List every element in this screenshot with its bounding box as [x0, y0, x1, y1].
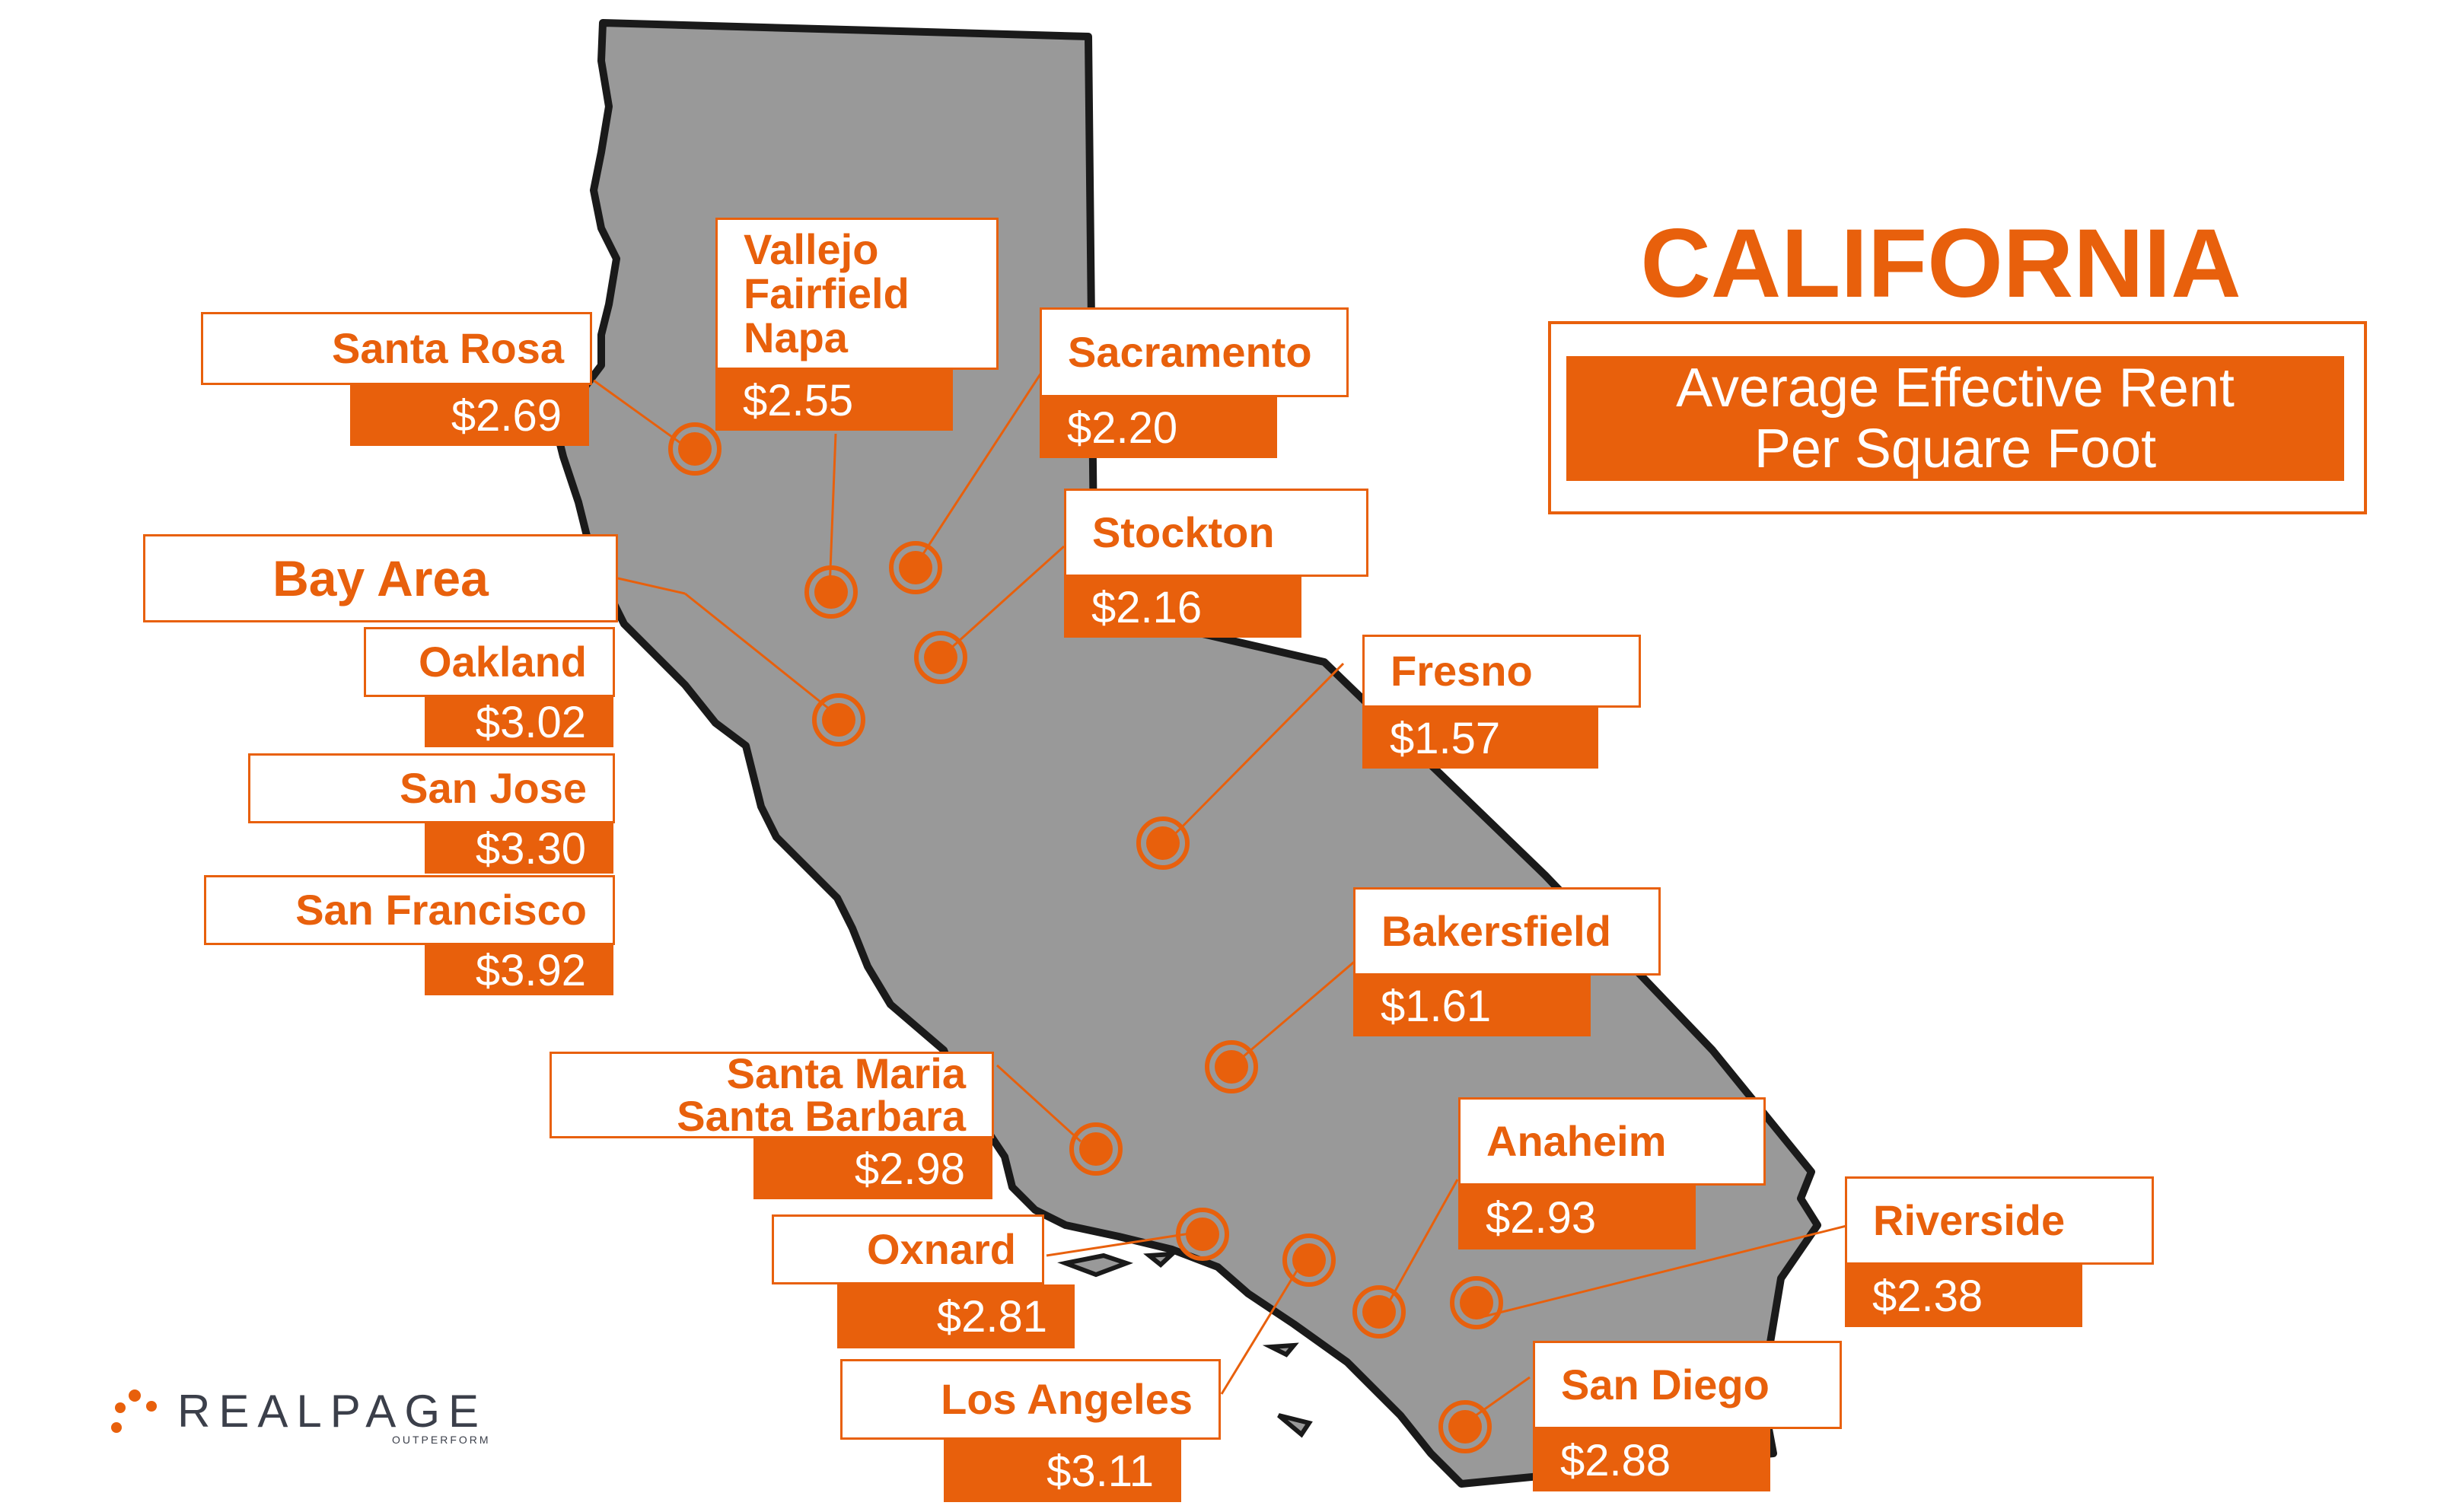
market-markers — [668, 422, 1503, 1453]
sacramento-name: Sacramento — [1068, 328, 1312, 376]
vallejo-name-line2: Fairfield — [744, 269, 909, 317]
san-jose-label[interactable]: San Jose — [248, 753, 615, 823]
santa-rosa-name: Santa Rosa — [332, 324, 564, 372]
santa-rosa-label[interactable]: Santa Rosa — [201, 312, 592, 385]
bakersfield-rent: $1.61 — [1353, 976, 1591, 1036]
san-diego-rent: $2.88 — [1533, 1429, 1770, 1491]
riverside-name: Riverside — [1873, 1196, 2066, 1244]
marker-santa-rosa[interactable] — [668, 422, 722, 476]
stockton-rent: $2.16 — [1064, 577, 1301, 638]
realpage-tagline: OUTPERFORM — [392, 1434, 491, 1446]
los-angeles-rent: $3.11 — [944, 1440, 1181, 1502]
santa-maria-label[interactable]: Santa Maria Santa Barbara — [550, 1052, 994, 1138]
sacramento-label[interactable]: Sacramento — [1040, 307, 1349, 397]
vallejo-name-line3: Napa — [744, 314, 848, 361]
santa-maria-name-line1: Santa Maria — [726, 1049, 966, 1097]
marker-vallejo[interactable] — [804, 565, 858, 619]
bay-area-label[interactable]: Bay Area — [143, 534, 618, 622]
marker-los-angeles[interactable] — [1282, 1233, 1336, 1287]
oxnard-rent: $2.81 — [837, 1284, 1075, 1348]
marker-bay-area[interactable] — [812, 693, 865, 746]
oxnard-label[interactable]: Oxnard — [772, 1214, 1044, 1284]
stockton-name: Stockton — [1092, 508, 1275, 556]
marker-bakersfield[interactable] — [1205, 1040, 1258, 1093]
oakland-rent: $3.02 — [425, 697, 613, 747]
subtitle-line1: Average Effective Rent — [1676, 358, 2235, 419]
fresno-label[interactable]: Fresno — [1362, 635, 1641, 708]
vallejo-rent: $2.55 — [715, 370, 953, 431]
marker-stockton[interactable] — [914, 631, 967, 684]
santa-maria-name-line2: Santa Barbara — [677, 1092, 966, 1140]
marker-santa-maria[interactable] — [1069, 1122, 1123, 1176]
subtitle-frame: Average Effective Rent Per Square Foot — [1548, 321, 2367, 514]
sacramento-rent: $2.20 — [1040, 397, 1277, 458]
marker-oxnard[interactable] — [1176, 1208, 1229, 1261]
realpage-logo-mark — [111, 1389, 157, 1433]
santa-maria-rent: $2.98 — [753, 1138, 992, 1199]
los-angeles-name: Los Angeles — [941, 1375, 1193, 1423]
riverside-rent: $2.38 — [1845, 1265, 2082, 1327]
vallejo-name-line1: Vallejo — [744, 225, 879, 273]
oakland-name: Oakland — [419, 638, 587, 686]
bakersfield-name: Bakersfield — [1381, 907, 1611, 955]
san-francisco-name: San Francisco — [295, 886, 587, 934]
anaheim-label[interactable]: Anaheim — [1458, 1097, 1766, 1186]
subtitle-line2: Per Square Foot — [1754, 419, 2157, 479]
marker-anaheim[interactable] — [1352, 1285, 1406, 1339]
los-angeles-label[interactable]: Los Angeles — [840, 1359, 1221, 1440]
channel-islands — [1057, 1251, 1313, 1438]
san-diego-label[interactable]: San Diego — [1533, 1341, 1842, 1429]
san-francisco-label[interactable]: San Francisco — [204, 875, 615, 945]
map-title: CALIFORNIA — [1640, 209, 2241, 318]
anaheim-rent: $2.93 — [1458, 1186, 1696, 1249]
marker-sacramento[interactable] — [889, 541, 942, 594]
marker-san-diego[interactable] — [1438, 1400, 1492, 1453]
stockton-label[interactable]: Stockton — [1064, 489, 1368, 577]
riverside-label[interactable]: Riverside — [1845, 1176, 2154, 1265]
marker-riverside[interactable] — [1450, 1276, 1503, 1329]
bay-area-name: Bay Area — [272, 550, 489, 606]
san-diego-name: San Diego — [1561, 1361, 1770, 1409]
fresno-rent: $1.57 — [1362, 708, 1598, 769]
san-jose-name: San Jose — [400, 764, 587, 812]
fresno-name: Fresno — [1391, 647, 1533, 695]
oakland-label[interactable]: Oakland — [364, 627, 615, 697]
marker-fresno[interactable] — [1136, 816, 1190, 870]
anaheim-name: Anaheim — [1486, 1117, 1667, 1165]
oxnard-name: Oxnard — [866, 1225, 1016, 1273]
vallejo-label[interactable]: Vallejo Fairfield Napa — [715, 218, 999, 370]
realpage-wordmark: REALPAGE — [177, 1386, 488, 1437]
subtitle-box: Average Effective Rent Per Square Foot — [1566, 356, 2344, 481]
bakersfield-label[interactable]: Bakersfield — [1353, 887, 1661, 976]
san-jose-rent: $3.30 — [425, 823, 613, 874]
santa-rosa-rent: $2.69 — [350, 385, 589, 446]
san-francisco-rent: $3.92 — [425, 945, 613, 995]
